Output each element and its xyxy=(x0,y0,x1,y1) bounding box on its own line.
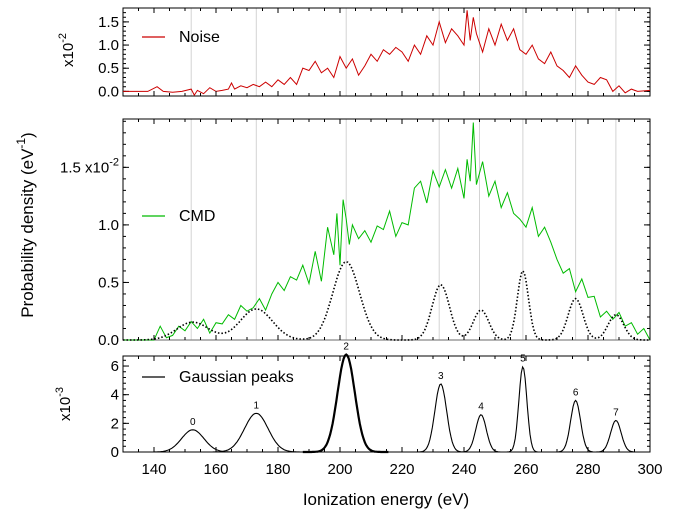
x-axis-label: Ionization energy (eV) xyxy=(303,490,469,509)
x-tick-label: 140 xyxy=(141,461,166,478)
y-tick-label: 2 xyxy=(111,415,119,432)
peak-label: 5 xyxy=(520,354,526,365)
cmd-legend: CMD xyxy=(142,208,215,225)
gaussian-peak-labels: 0 1 2 3 4 5 6 7 xyxy=(190,342,619,428)
x-tick-label: 260 xyxy=(513,461,538,478)
legend-label: Gaussian peaks xyxy=(179,369,294,386)
peak-label: 3 xyxy=(438,371,444,382)
x-tick-label: 300 xyxy=(637,461,662,478)
cmd-series xyxy=(123,122,651,341)
gaussian-series xyxy=(123,353,650,454)
cmd-y-axis-label: Probability density (eV-1) xyxy=(14,132,37,317)
noise-panel: 0.0 0.5 1.0 1.5 Noise x10-2 xyxy=(57,7,651,100)
y-tick-label: 0 xyxy=(111,444,119,461)
cmd-panel: 0.0 0.5 1.0 1.5 x10-2 CMD Probability densi… xyxy=(14,118,651,349)
noise-yticks: 0.0 0.5 1.0 1.5 xyxy=(98,7,650,100)
y-tick-label: 4 xyxy=(111,387,119,404)
peak-label: 4 xyxy=(478,402,484,413)
legend-label: CMD xyxy=(179,208,215,225)
series-line-noise xyxy=(123,10,651,97)
x-tick-label: 200 xyxy=(327,461,352,478)
noise-y-multiplier: x10-2 xyxy=(57,33,77,67)
x-tick-label: 220 xyxy=(389,461,414,478)
gaussian-panel: 0 2 4 6 140 160 180 200 220 240 260 280 300 0 1 2 3 4 5 6… xyxy=(54,342,663,509)
x-tick-label: 180 xyxy=(265,461,290,478)
gaussian-peak-4 xyxy=(454,414,507,453)
gaussian-xticks: 140 160 180 200 220 240 260 280 300 xyxy=(122,356,663,478)
peak-label: 0 xyxy=(190,417,196,428)
gaussian-peak-1 xyxy=(197,412,314,453)
peak-label: 2 xyxy=(343,342,349,353)
peak-label: 1 xyxy=(254,400,260,411)
y-tick-label: 0.0 xyxy=(98,83,119,100)
noise-series xyxy=(123,10,651,97)
peak-label: 7 xyxy=(613,407,619,418)
gaussian-peak-3 xyxy=(411,383,470,453)
noise-gridlines xyxy=(190,8,617,96)
gaussian-y-multiplier: x10-3 xyxy=(54,387,74,421)
gaussian-peak-6 xyxy=(550,399,601,453)
y-tick-label: 1.0 xyxy=(98,37,119,54)
peak-label: 6 xyxy=(573,387,579,398)
y-tick-label: 0.5 xyxy=(98,60,119,77)
x-tick-label: 240 xyxy=(451,461,476,478)
gaussian-legend: Gaussian peaks xyxy=(142,369,294,386)
gaussian-peak-2 xyxy=(302,353,389,454)
y-tick-label-exponent: -2 xyxy=(109,156,119,168)
y-tick-label: 6 xyxy=(111,358,119,375)
cmd-yticks: 0.0 0.5 1.0 1.5 x10-2 xyxy=(60,120,650,349)
y-tick-label: 1.5 x10-2 xyxy=(60,156,119,176)
y-tick-label: 1.5 xyxy=(98,14,119,31)
series-line-cmd xyxy=(123,122,651,341)
gaussian-peak-7 xyxy=(589,419,642,453)
x-tick-label: 280 xyxy=(575,461,600,478)
y-tick-label: 1.0 xyxy=(98,217,119,234)
gaussian-peak-5 xyxy=(502,365,543,453)
noise-legend: Noise xyxy=(142,29,220,46)
legend-label: Noise xyxy=(179,29,220,46)
cmd-gridlines xyxy=(190,119,617,340)
x-tick-label: 160 xyxy=(203,461,228,478)
y-tick-label: 0.0 xyxy=(98,332,119,349)
y-tick-label: 0.5 xyxy=(98,274,119,291)
